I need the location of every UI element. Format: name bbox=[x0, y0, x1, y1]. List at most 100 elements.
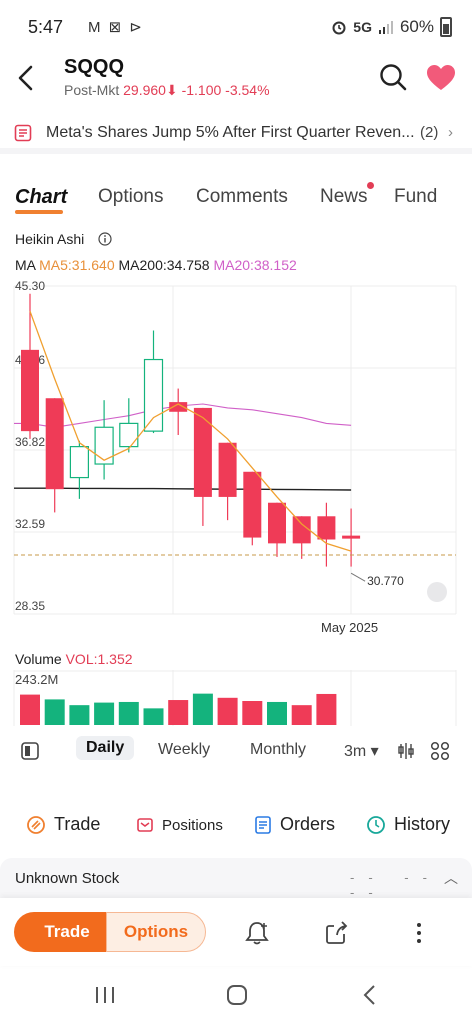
back-arrow-icon[interactable] bbox=[14, 64, 38, 92]
volume-chart[interactable] bbox=[0, 670, 472, 730]
news-icon bbox=[14, 124, 32, 142]
tab-bar: Chart Options Comments News Fund bbox=[0, 180, 472, 220]
candle-body bbox=[45, 398, 64, 490]
recent-apps-icon[interactable] bbox=[94, 986, 116, 1004]
positions-tab-label: Positions bbox=[162, 816, 223, 834]
indicator-settings-icon[interactable] bbox=[396, 741, 416, 761]
chart-type-label[interactable]: Heikin Ashi bbox=[15, 231, 85, 247]
ma-legend: MA MA5:31.640 MA200:34.758 MA20:38.152 bbox=[15, 257, 297, 273]
volume-max-label: 243.2M bbox=[15, 672, 59, 687]
trade-tab-label: Trade bbox=[54, 814, 101, 834]
news-unread-dot bbox=[367, 182, 374, 189]
history-icon bbox=[367, 815, 385, 834]
down-arrow-icon: ⬇ bbox=[165, 82, 178, 98]
tab-chart[interactable]: Chart bbox=[15, 186, 68, 208]
more-vertical-icon[interactable] bbox=[406, 920, 432, 946]
watchlist-heart-icon[interactable] bbox=[426, 64, 456, 92]
candle-body bbox=[268, 502, 286, 544]
reset-zoom-icon bbox=[427, 582, 447, 602]
post-market-price: 29.960 bbox=[123, 82, 166, 98]
ma-label: MA bbox=[15, 257, 36, 273]
volume-bar bbox=[316, 693, 337, 725]
orders-tab-label: Orders bbox=[280, 814, 336, 834]
battery-percent: 60% bbox=[399, 17, 434, 36]
candle-body bbox=[69, 446, 90, 479]
volume-bar bbox=[20, 694, 40, 725]
tab-options[interactable]: Options bbox=[98, 186, 164, 207]
positions-tab[interactable]: Positions bbox=[136, 816, 223, 834]
volume-bar bbox=[242, 701, 263, 725]
period-more-dropdown[interactable]: 3m ▾ bbox=[344, 743, 379, 760]
ma200-line bbox=[14, 487, 352, 491]
post-market-change: -1.100 bbox=[181, 82, 222, 98]
account-values: -- -- -- bbox=[350, 870, 441, 900]
chevron-up-icon[interactable]: ︿ bbox=[444, 870, 458, 886]
ticker-symbol: SQQQ bbox=[64, 56, 125, 78]
grid-layout-icon[interactable] bbox=[430, 741, 450, 761]
tab-active-indicator bbox=[15, 210, 63, 214]
y-tick-label: 28.35 bbox=[15, 599, 45, 613]
trade-tab[interactable]: Trade bbox=[26, 814, 100, 835]
y-tick-label: 36.82 bbox=[15, 435, 45, 449]
y-tick-label: 32.59 bbox=[15, 517, 45, 531]
history-tab-label: History bbox=[394, 814, 451, 834]
last-price-pointer bbox=[350, 572, 366, 582]
volume-bar bbox=[168, 700, 189, 725]
last-price-label: 30.770 bbox=[367, 574, 404, 588]
candle-body bbox=[342, 535, 361, 539]
back-nav-icon[interactable] bbox=[362, 984, 378, 1006]
candle-body bbox=[119, 422, 139, 448]
search-icon[interactable] bbox=[378, 62, 408, 92]
options-button[interactable]: Options bbox=[106, 912, 206, 952]
trade-icon bbox=[27, 815, 45, 834]
period-daily[interactable]: Daily bbox=[76, 736, 135, 760]
period-weekly[interactable]: Weekly bbox=[158, 741, 211, 758]
candle-body bbox=[243, 471, 262, 538]
share-icon[interactable] bbox=[324, 920, 350, 946]
post-market-label: Post-Mkt bbox=[64, 82, 120, 98]
volume-bar bbox=[69, 705, 90, 725]
volume-bar bbox=[217, 697, 238, 725]
post-market-change-pct: -3.54% bbox=[225, 82, 270, 98]
news-banner[interactable]: Meta's Shares Jump 5% After First Quarte… bbox=[0, 112, 472, 154]
chevron-right-icon: › bbox=[448, 124, 453, 141]
news-count: (2) bbox=[420, 124, 439, 141]
candle-body bbox=[169, 402, 188, 412]
candle-body bbox=[218, 442, 237, 497]
tab-fund[interactable]: Fund bbox=[394, 186, 438, 207]
account-name: Unknown Stock bbox=[15, 870, 120, 887]
home-icon[interactable] bbox=[226, 984, 248, 1006]
volume-bar bbox=[267, 701, 287, 725]
candle-body bbox=[21, 349, 39, 432]
ma5-value: MA5:31.640 bbox=[39, 257, 115, 273]
bottom-action-bar: Trade Options bbox=[0, 898, 472, 966]
candle-body bbox=[94, 426, 114, 465]
info-icon[interactable] bbox=[98, 232, 112, 246]
price-alert-icon[interactable] bbox=[244, 920, 270, 946]
trade-button[interactable]: Trade bbox=[14, 912, 120, 952]
volume-value: VOL:1.352 bbox=[65, 651, 133, 667]
history-tab[interactable]: History bbox=[366, 814, 450, 835]
news-headline[interactable]: Meta's Shares Jump 5% After First Quarte… bbox=[46, 124, 415, 141]
volume-bar bbox=[192, 693, 213, 725]
network-label: 5G bbox=[353, 19, 372, 35]
ma5-line bbox=[29, 310, 352, 552]
notification-icons: M ⊠ ⊳ bbox=[88, 19, 144, 36]
period-monthly[interactable]: Monthly bbox=[250, 741, 307, 758]
volume-legend: Volume VOL:1.352 bbox=[15, 651, 133, 667]
orders-tab[interactable]: Orders bbox=[254, 814, 335, 835]
ma20-value: MA20:38.152 bbox=[213, 257, 297, 273]
y-tick-label: 45.30 bbox=[15, 279, 45, 293]
status-bar: 5:47 M ⊠ ⊳ 5G 60% bbox=[0, 0, 472, 56]
ma200-value: MA200:34.758 bbox=[118, 257, 210, 273]
tab-comments[interactable]: Comments bbox=[196, 186, 288, 207]
stock-header: SQQQ Post-Mkt 29.960⬇ -1.100 -3.54% bbox=[0, 50, 472, 106]
volume-bar bbox=[143, 708, 164, 725]
candle-body bbox=[143, 358, 164, 432]
positions-icon bbox=[137, 818, 153, 832]
x-axis-label: May 2025 bbox=[321, 620, 378, 635]
tab-news[interactable]: News bbox=[320, 186, 368, 207]
fullscreen-toggle-icon[interactable] bbox=[20, 741, 40, 761]
account-card[interactable]: Unknown Stock -- -- -- ︿ bbox=[0, 858, 472, 900]
